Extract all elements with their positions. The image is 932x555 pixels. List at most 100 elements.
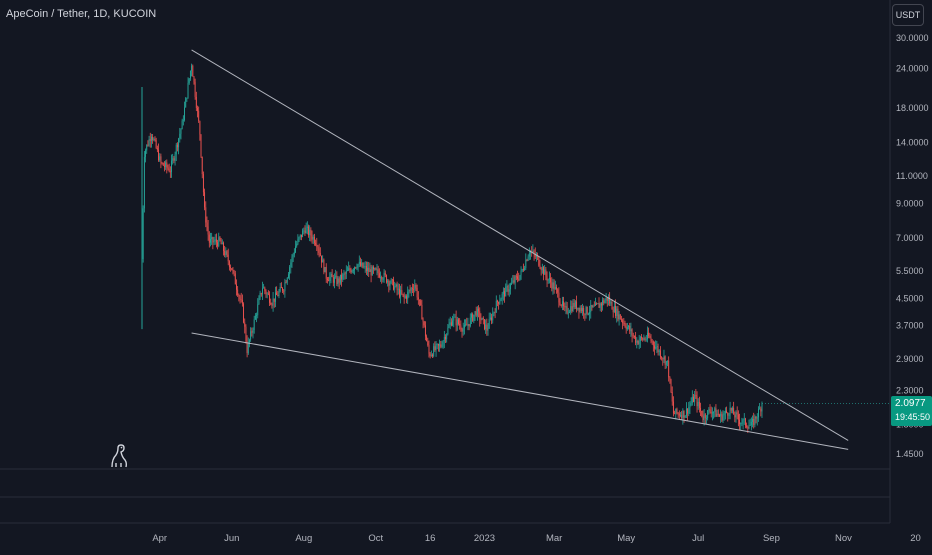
candle-body bbox=[755, 416, 757, 419]
candle-body bbox=[730, 407, 732, 411]
candle-body bbox=[646, 332, 648, 339]
candle-body bbox=[204, 192, 206, 208]
candle-body bbox=[724, 410, 726, 414]
candle-body bbox=[447, 327, 449, 335]
candle-body bbox=[251, 331, 253, 333]
candle-body bbox=[283, 290, 285, 292]
candle-body bbox=[648, 332, 650, 337]
candle-body bbox=[197, 107, 198, 111]
candle-body bbox=[365, 266, 367, 271]
candle-body bbox=[553, 282, 555, 290]
candle-body bbox=[263, 287, 265, 289]
price-axis[interactable]: 30.0000 24.0000 18.0000 14.0000 11.0000 9.000… bbox=[896, 33, 929, 459]
candle-body bbox=[400, 290, 402, 297]
candle-body bbox=[622, 320, 624, 323]
candle-body bbox=[526, 259, 528, 261]
currency-button[interactable]: USDT bbox=[892, 4, 924, 26]
candle-body bbox=[617, 308, 619, 320]
candle-body bbox=[582, 307, 583, 312]
candle-body bbox=[195, 96, 197, 108]
candle-body bbox=[453, 316, 455, 321]
candle-body bbox=[267, 293, 269, 295]
candle-body bbox=[748, 425, 750, 429]
candle-body bbox=[439, 344, 441, 346]
candle-body bbox=[192, 65, 194, 77]
candle-body bbox=[733, 407, 735, 415]
candle-body bbox=[577, 307, 579, 310]
candle-body bbox=[557, 289, 559, 293]
price-tick-label: 14.0000 bbox=[896, 138, 929, 148]
price-tick-label: 2.9000 bbox=[896, 354, 924, 364]
candle-body bbox=[591, 305, 593, 308]
candle-body bbox=[428, 345, 430, 354]
candle-body bbox=[501, 293, 503, 300]
candle-body bbox=[306, 226, 308, 228]
candle-body bbox=[357, 264, 359, 268]
candle-body bbox=[426, 336, 428, 342]
last-price-value: 2.0977 bbox=[895, 398, 926, 409]
candle-body bbox=[377, 269, 379, 274]
candle-body bbox=[742, 419, 744, 423]
candle-body bbox=[270, 302, 272, 305]
candle-body bbox=[442, 341, 444, 347]
candle-body bbox=[167, 167, 169, 169]
candle-body bbox=[391, 279, 393, 281]
candle-body bbox=[274, 292, 276, 302]
candle-body bbox=[528, 253, 530, 257]
candle-body bbox=[522, 269, 524, 271]
candle-body bbox=[224, 250, 226, 256]
candle-body bbox=[354, 267, 356, 271]
candle-body bbox=[143, 156, 145, 209]
candle-body bbox=[352, 270, 354, 271]
candle-body bbox=[358, 261, 360, 265]
candle-body bbox=[480, 319, 482, 321]
candle-body bbox=[220, 240, 222, 245]
candle-body bbox=[176, 144, 178, 148]
candle-body bbox=[589, 312, 591, 314]
candle-body bbox=[567, 312, 569, 314]
candle-body bbox=[611, 302, 613, 310]
candle-body bbox=[504, 291, 505, 297]
candle-body bbox=[462, 328, 464, 332]
candle-body bbox=[696, 396, 698, 407]
candle-body bbox=[723, 413, 725, 416]
candle-body bbox=[456, 319, 458, 326]
candle-body bbox=[702, 416, 704, 421]
candle-body bbox=[182, 120, 184, 121]
tradingview-dino-icon[interactable] bbox=[108, 443, 130, 474]
candle-body bbox=[678, 413, 680, 416]
symbol-title[interactable]: ApeCoin / Tether, 1D, KUCOIN bbox=[6, 8, 157, 20]
candle-body bbox=[169, 171, 171, 173]
candle-body bbox=[571, 306, 573, 312]
candle-body bbox=[747, 426, 749, 429]
candle-body bbox=[743, 418, 745, 420]
candle-body bbox=[279, 286, 281, 292]
candle-body bbox=[228, 261, 230, 268]
candle-body bbox=[436, 344, 438, 345]
trendlines[interactable] bbox=[191, 49, 890, 450]
candle-body bbox=[191, 65, 193, 71]
candle-body bbox=[389, 283, 391, 286]
candle-body bbox=[348, 268, 350, 271]
candle-body bbox=[658, 350, 660, 352]
candle-body bbox=[208, 234, 210, 243]
candle-body bbox=[500, 299, 502, 302]
candle-body bbox=[445, 337, 446, 340]
candle-body bbox=[584, 313, 586, 315]
time-axis[interactable]: Apr Jun Aug Oct 16 2023 Mar May Jul Sep Nov 20 bbox=[152, 533, 920, 544]
candle-body bbox=[629, 325, 631, 332]
candle-body bbox=[619, 314, 621, 320]
candle-body bbox=[165, 162, 167, 167]
candle-body bbox=[450, 322, 452, 326]
candle-body bbox=[295, 246, 296, 253]
candle-body bbox=[441, 346, 443, 348]
candle-body bbox=[145, 150, 146, 157]
candle-body bbox=[245, 326, 247, 342]
candle-body bbox=[310, 229, 312, 236]
time-tick-label: Sep bbox=[763, 533, 780, 544]
candle-body bbox=[746, 425, 748, 427]
candle-body bbox=[514, 276, 516, 283]
candle-body bbox=[429, 353, 431, 356]
